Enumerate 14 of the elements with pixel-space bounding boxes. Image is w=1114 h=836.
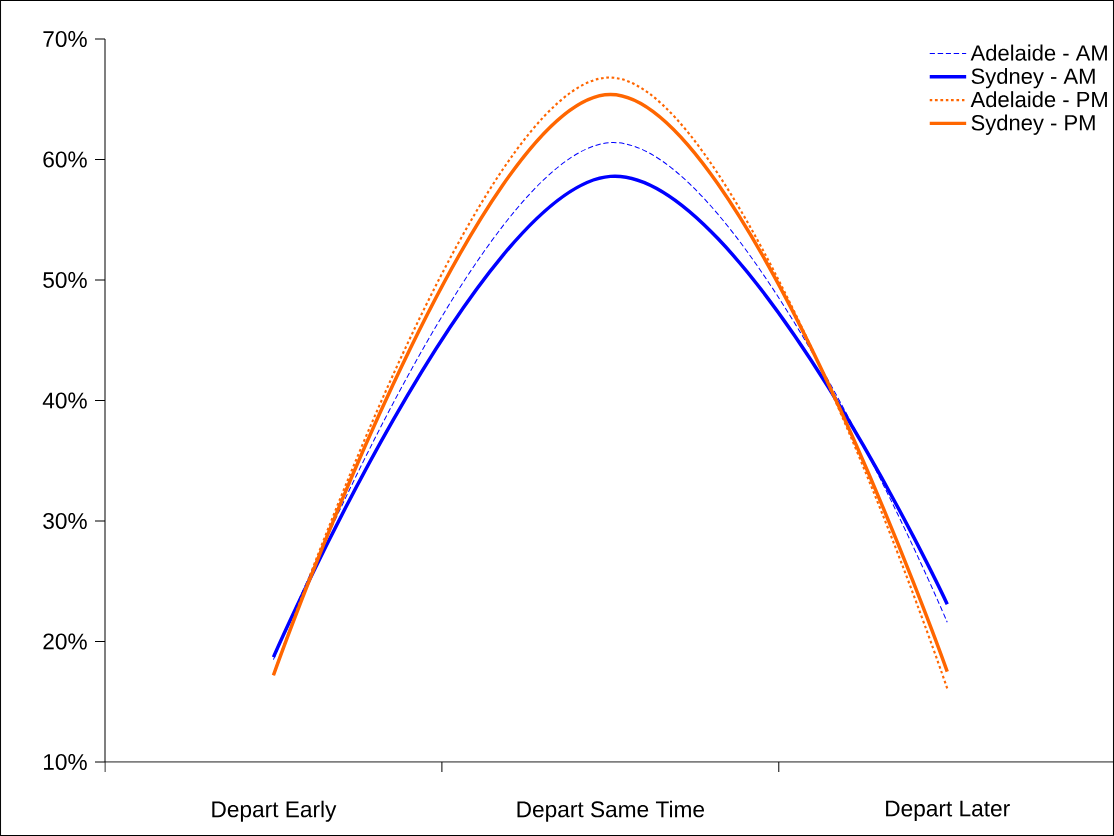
y-tick-label: 40% [42, 392, 87, 409]
x-tick-label: Depart Early [212, 800, 337, 822]
x-tick-label: Depart Later [886, 800, 1010, 822]
y-tick-label: 20% [43, 633, 87, 650]
y-tick-label: 70% [43, 30, 87, 48]
x-tick-label: Depart Same Time [517, 800, 705, 822]
legend-label: Sydney - AM [971, 67, 1095, 89]
y-tick-label: 10% [43, 753, 87, 771]
y-tick-label: 50% [43, 271, 87, 289]
legend-label: Adelaide - PM [970, 91, 1107, 108]
legend-label: Adelaide - AM [970, 44, 1107, 61]
legend-label: Sydney - PM [971, 114, 1095, 135]
y-tick-label: 60% [43, 151, 87, 168]
y-tick-label: 30% [43, 512, 87, 530]
